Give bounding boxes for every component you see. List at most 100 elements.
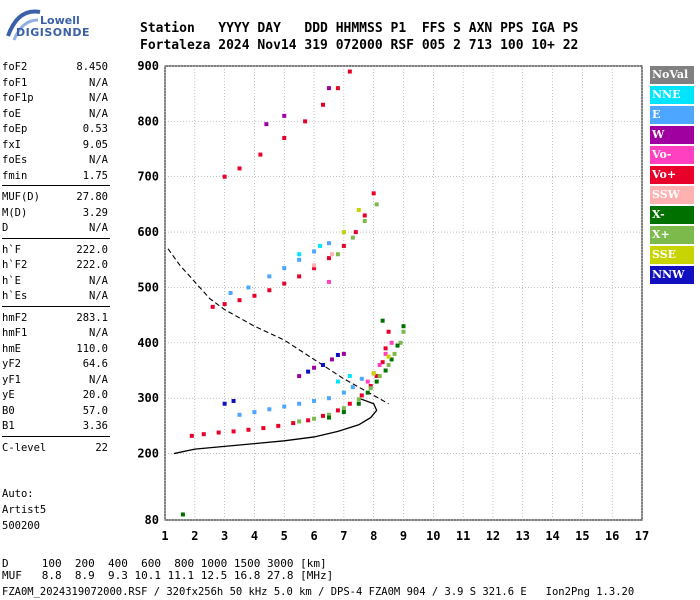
data-point: [246, 427, 251, 432]
data-point: [321, 413, 326, 418]
header-value-ffs: 005: [421, 38, 446, 53]
param-label: foEp: [2, 123, 28, 135]
data-point: [386, 354, 391, 359]
data-point: [371, 191, 376, 196]
data-point: [383, 351, 388, 356]
data-point: [326, 412, 331, 417]
y-tick-label: 800: [137, 114, 159, 128]
data-point: [380, 318, 385, 323]
header-label-hhmmss: HHMMSS: [335, 21, 383, 36]
header-value-ddd: 319: [304, 38, 328, 53]
data-point: [389, 340, 394, 345]
param-label: B1: [2, 420, 15, 432]
data-point: [297, 257, 302, 262]
muf-value: 16.8: [233, 569, 261, 582]
data-point: [362, 213, 367, 218]
data-point: [297, 401, 302, 406]
data-point: [291, 421, 296, 426]
y-tick-label: 600: [137, 225, 159, 239]
data-point: [326, 241, 331, 246]
data-point: [335, 408, 340, 413]
data-point: [282, 113, 287, 118]
polarization-legend: NoVal NNE E W Vo- Vo+ SSW X- X+ SSE NNW: [650, 66, 694, 286]
header-value-station: Fortaleza: [140, 38, 211, 53]
legend-item: E: [650, 106, 694, 124]
muf-value: 12.5: [200, 569, 228, 582]
param-separator: [2, 237, 110, 239]
legend-item: NNW: [650, 266, 694, 284]
muf-unit: [MHz]: [300, 569, 334, 582]
header-label-ddd: DDD: [304, 21, 328, 36]
data-point: [347, 401, 352, 406]
param-label: MUF(D): [2, 191, 40, 203]
data-point: [341, 351, 346, 356]
param-value: 1.75: [82, 169, 108, 182]
data-point: [252, 293, 257, 298]
data-point: [365, 390, 370, 395]
param-label: yF1: [2, 373, 21, 386]
param-separator: [2, 185, 110, 186]
x-tick-label: 13: [516, 529, 530, 543]
header-value-ps: 22: [562, 38, 579, 53]
data-point: [267, 288, 272, 293]
param-label: foF1: [2, 76, 28, 89]
x-tick-label: 9: [400, 529, 407, 543]
data-point: [350, 235, 355, 240]
data-point: [350, 385, 355, 390]
data-point: [321, 102, 326, 107]
param-value: 3.36: [82, 420, 108, 432]
data-point: [365, 379, 370, 384]
data-point: [398, 340, 403, 345]
data-point: [297, 274, 302, 279]
header-value-axn: 713: [468, 38, 493, 53]
legend-item: Vo-: [650, 146, 694, 164]
data-point: [312, 266, 317, 271]
param-row: h`Es N/A: [2, 289, 108, 303]
data-point: [383, 346, 388, 351]
data-point: [371, 371, 376, 376]
param-value: N/A: [89, 290, 108, 302]
header-value-day: Nov14: [257, 38, 297, 53]
x-tick-label: 6: [310, 529, 317, 543]
data-point: [386, 362, 391, 367]
param-row: h`F 222.0: [2, 243, 108, 257]
d-value: 3000: [267, 557, 294, 570]
data-point: [282, 404, 287, 409]
x-tick-label: 14: [545, 529, 559, 543]
header-value-s: 2: [453, 38, 461, 53]
param-row: hmF2 283.1: [2, 311, 108, 325]
param-value: 20.0: [82, 389, 108, 401]
data-point: [201, 432, 206, 437]
header-label-axn: AXN: [468, 21, 493, 36]
data-point: [374, 379, 379, 384]
data-point: [341, 406, 346, 411]
param-row: D N/A: [2, 221, 108, 235]
muf-value: 8.9: [74, 569, 95, 582]
param-label: hmE: [2, 342, 21, 355]
data-point: [326, 256, 331, 261]
param-label: foE: [2, 107, 21, 120]
param-value: N/A: [89, 92, 108, 104]
param-row: hmF1 N/A: [2, 326, 108, 340]
param-label: D: [2, 222, 9, 234]
data-point: [368, 384, 373, 389]
param-value: 0.53: [82, 123, 108, 135]
data-point: [252, 410, 257, 415]
param-row: foE N/A: [2, 107, 108, 121]
x-tick-label: 2: [191, 529, 198, 543]
data-point: [368, 386, 373, 391]
data-point: [312, 263, 317, 268]
x-tick-label: 7: [340, 529, 347, 543]
param-row: foF2 8.450: [2, 60, 108, 74]
data-point: [374, 374, 379, 379]
logo-text-digisonde: DIGISONDE: [16, 26, 90, 39]
auto-software: Artist5: [2, 504, 47, 516]
param-label: h`F2: [2, 259, 28, 271]
data-point: [237, 412, 242, 417]
data-point: [395, 343, 400, 348]
logo-text-lowell: Lowell: [40, 14, 80, 27]
d-unit: [km]: [300, 557, 327, 570]
data-point: [329, 252, 334, 257]
data-point: [359, 393, 364, 398]
dashed-curve: [167, 248, 389, 405]
